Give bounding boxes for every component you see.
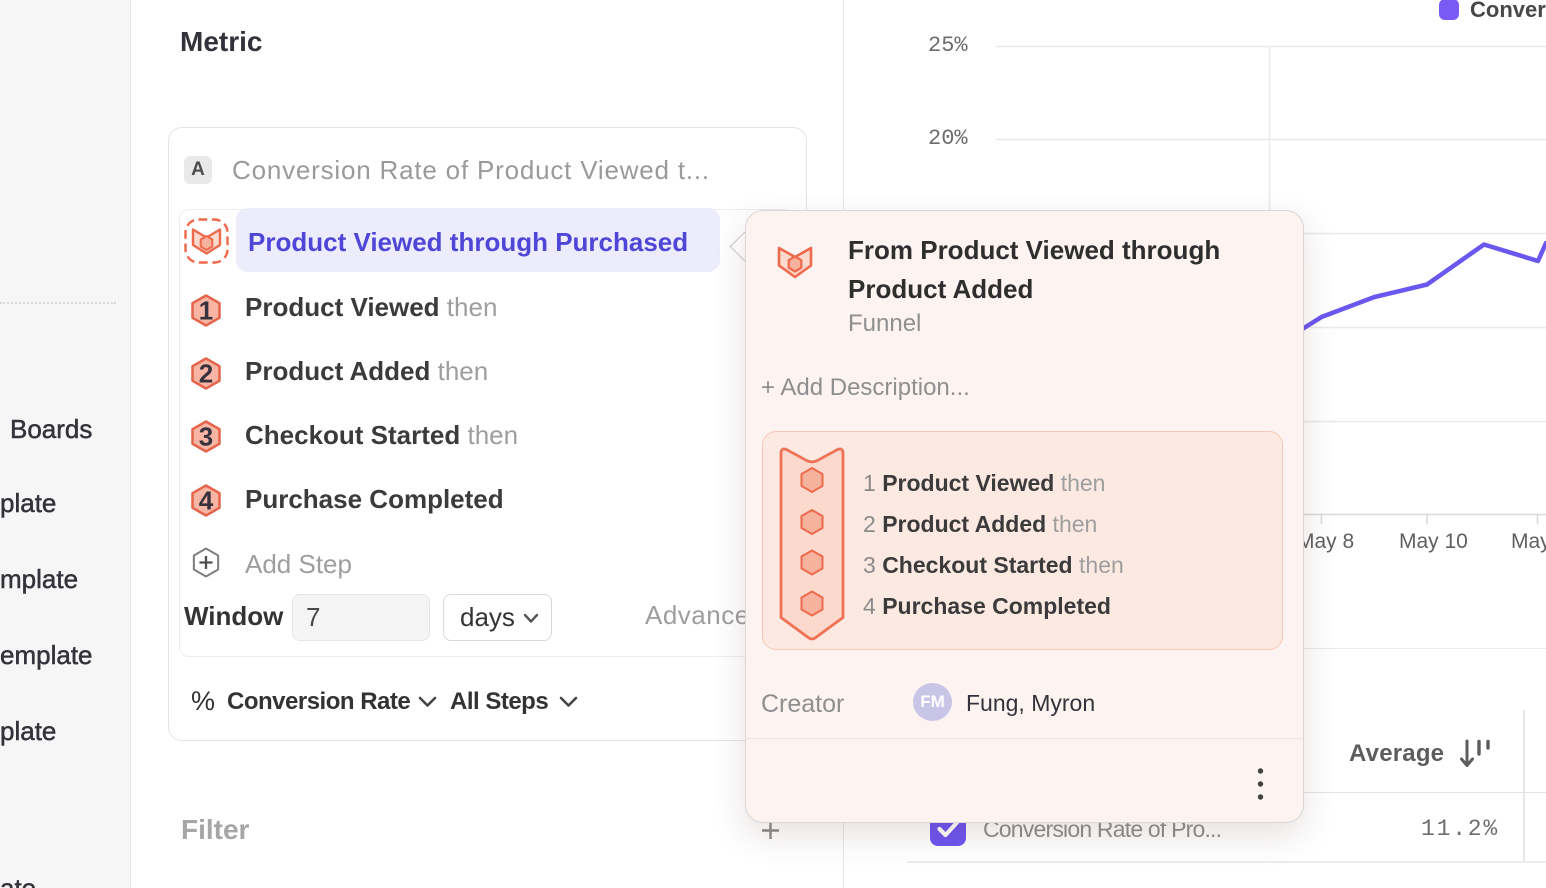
svg-text:4: 4 (199, 485, 214, 515)
svg-text:3: 3 (199, 421, 213, 451)
svg-text:2: 2 (199, 358, 213, 388)
svg-text:1: 1 (199, 295, 213, 325)
